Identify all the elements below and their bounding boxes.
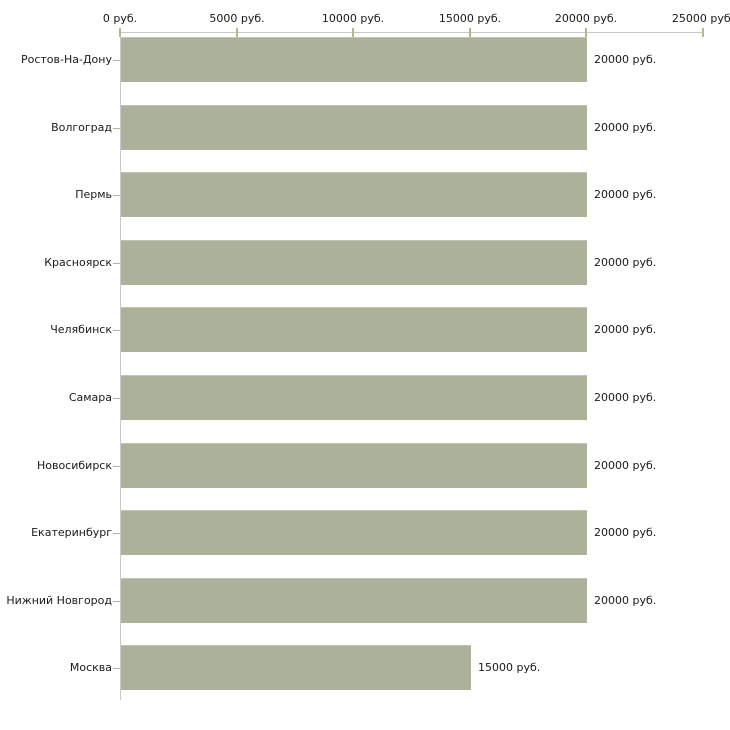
x-axis-tick-mark xyxy=(585,28,587,37)
value-label: 20000 руб. xyxy=(594,526,657,539)
value-label: 20000 руб. xyxy=(594,256,657,269)
category-label: Москва xyxy=(69,661,112,674)
bar xyxy=(121,37,587,82)
category-tick-mark xyxy=(113,330,120,331)
category-label: Екатеринбург xyxy=(31,526,112,539)
bar xyxy=(121,240,587,285)
value-label: 15000 руб. xyxy=(478,661,541,674)
bar xyxy=(121,578,587,623)
x-axis-tick-mark xyxy=(469,28,471,37)
x-axis-tick-mark xyxy=(236,28,238,37)
bar xyxy=(121,443,587,488)
value-label: 20000 руб. xyxy=(594,323,657,336)
category-tick-mark xyxy=(113,533,120,534)
category-tick-mark xyxy=(113,466,120,467)
bar xyxy=(121,307,587,352)
x-axis-tick-label: 20000 руб. xyxy=(554,12,618,25)
category-tick-mark xyxy=(113,263,120,264)
value-label: 20000 руб. xyxy=(594,53,657,66)
value-label: 20000 руб. xyxy=(594,594,657,607)
x-axis-tick-label: 10000 руб. xyxy=(321,12,385,25)
x-axis-tick-label: 15000 руб. xyxy=(438,12,502,25)
value-label: 20000 руб. xyxy=(594,121,657,134)
value-label: 20000 руб. xyxy=(594,391,657,404)
bar xyxy=(121,105,587,150)
category-label: Волгоград xyxy=(51,121,112,134)
bar xyxy=(121,172,587,217)
x-axis-tick-label: 5000 руб. xyxy=(209,12,265,25)
bar xyxy=(121,645,471,690)
category-tick-mark xyxy=(113,128,120,129)
category-tick-mark xyxy=(113,668,120,669)
x-axis-tick-mark xyxy=(119,28,121,37)
bar xyxy=(121,510,587,555)
value-label: 20000 руб. xyxy=(594,188,657,201)
category-label: Красноярск xyxy=(44,256,112,269)
category-tick-mark xyxy=(113,195,120,196)
y-axis-line xyxy=(120,32,121,700)
category-label: Новосибирск xyxy=(36,459,112,472)
category-tick-mark xyxy=(113,398,120,399)
category-label: Челябинск xyxy=(50,323,112,336)
category-label: Нижний Новгород xyxy=(6,594,112,607)
x-axis-tick-mark xyxy=(702,28,704,37)
category-label: Ростов-На-Дону xyxy=(20,53,112,66)
x-axis-line xyxy=(120,32,704,33)
x-axis-tick-label: 0 руб. xyxy=(102,12,138,25)
category-label: Самара xyxy=(68,391,112,404)
category-tick-mark xyxy=(113,601,120,602)
value-label: 20000 руб. xyxy=(594,459,657,472)
bar xyxy=(121,375,587,420)
category-label: Пермь xyxy=(75,188,112,201)
x-axis-tick-label: 25000 руб. xyxy=(671,12,730,25)
x-axis-tick-mark xyxy=(352,28,354,37)
category-tick-mark xyxy=(113,60,120,61)
